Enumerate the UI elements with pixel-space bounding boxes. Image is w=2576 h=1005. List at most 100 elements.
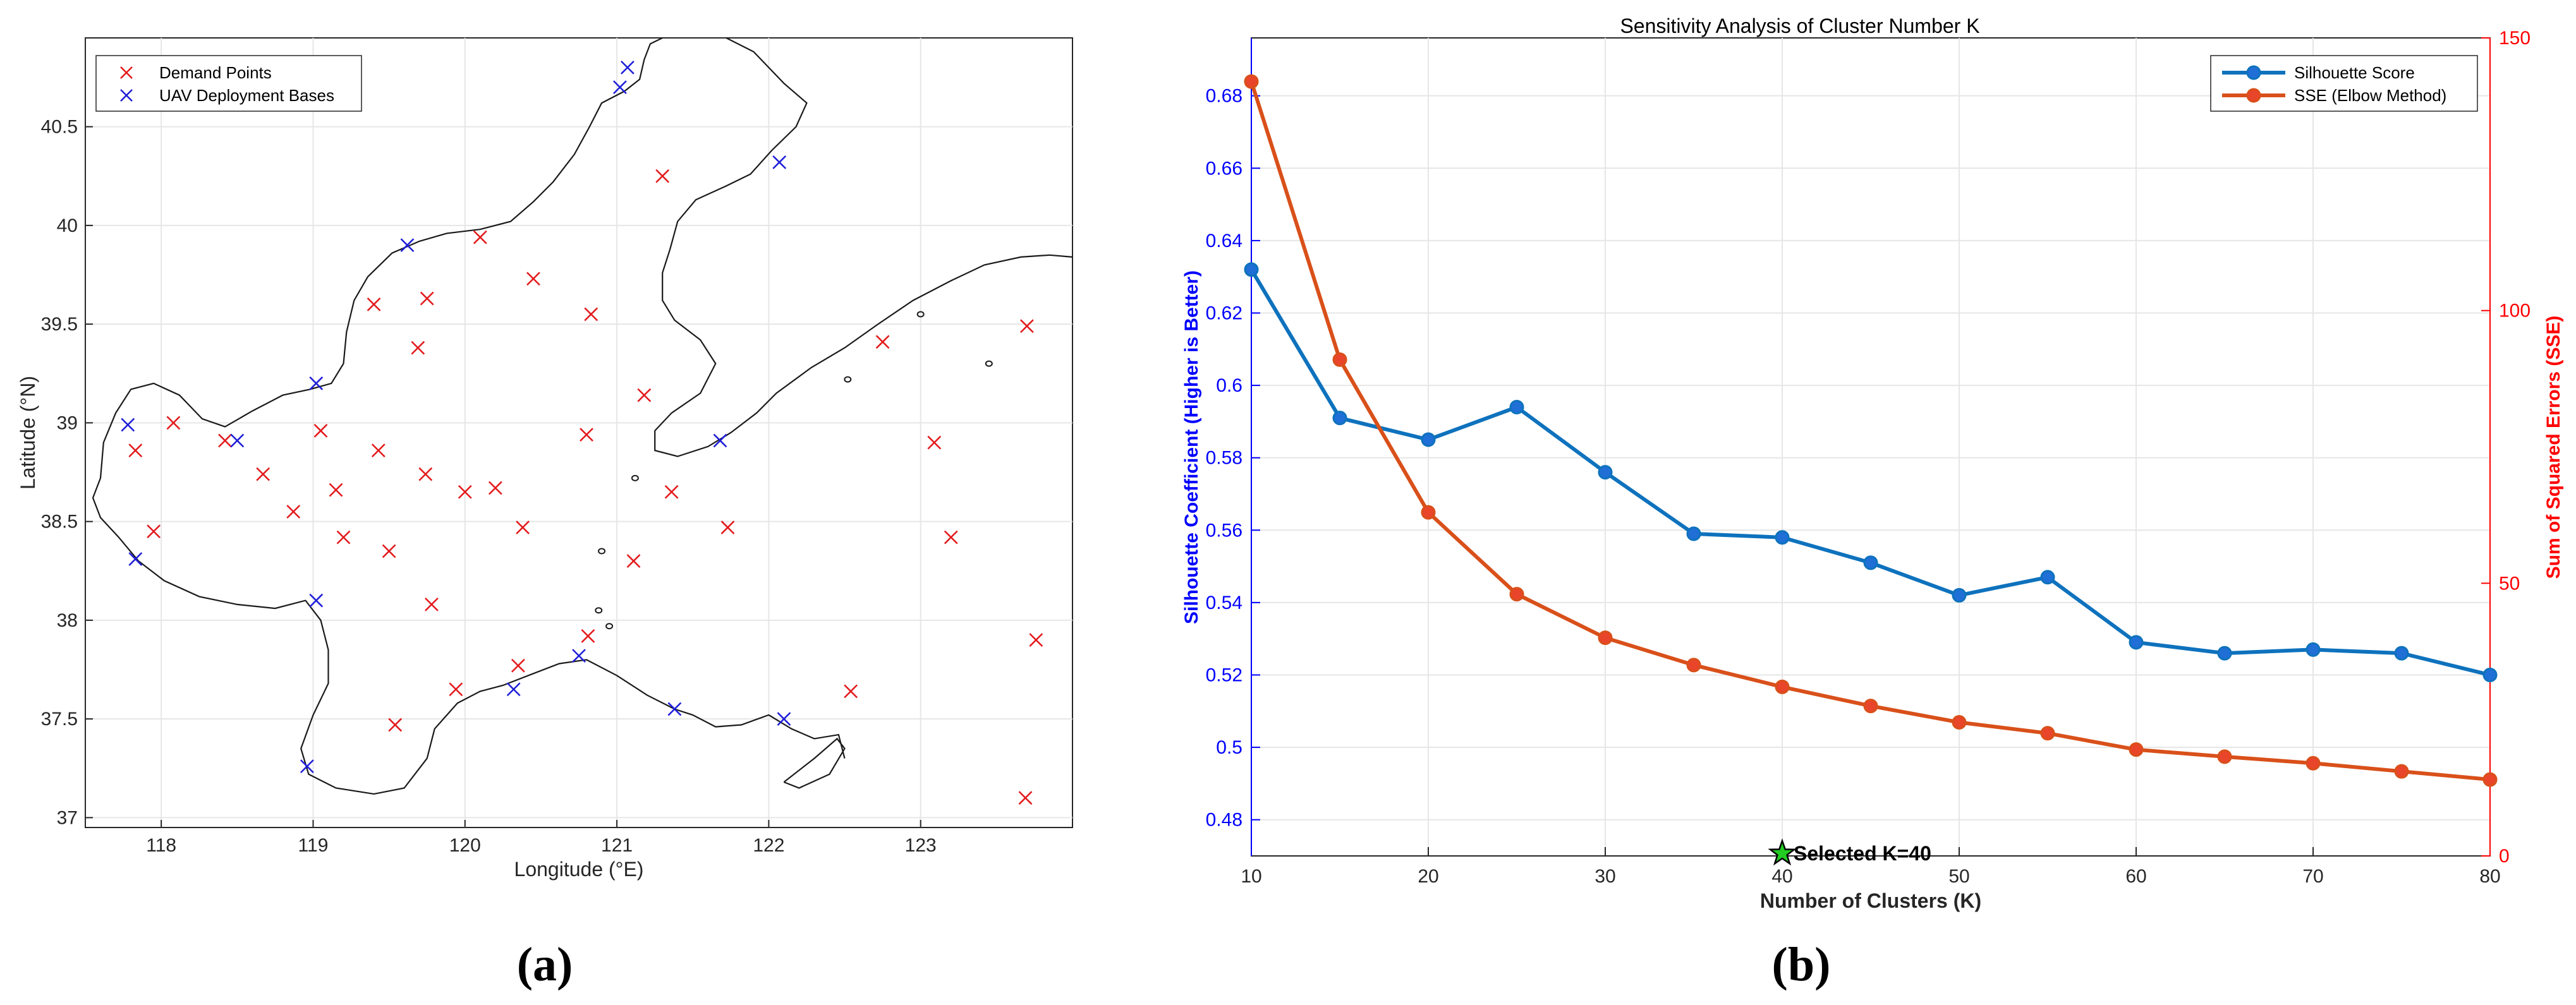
map-y-axis-label: Latitude (°N) bbox=[16, 376, 39, 490]
legend-bases-x bbox=[120, 89, 133, 102]
sse-point bbox=[1509, 587, 1524, 602]
chart-x-tick-label: 50 bbox=[1948, 866, 1969, 887]
legend-demand-marker bbox=[120, 66, 133, 79]
chart-x-tick-label: 70 bbox=[2302, 866, 2323, 887]
demand-point bbox=[473, 230, 487, 244]
sse-point bbox=[2394, 764, 2409, 779]
map-x-axis-label: Longitude (°E) bbox=[514, 858, 644, 881]
sse-point bbox=[2129, 742, 2144, 757]
silhouette-point bbox=[1775, 530, 1790, 545]
demand-point bbox=[720, 521, 735, 534]
uav-base-point bbox=[713, 433, 727, 448]
silhouette-point bbox=[2394, 646, 2409, 661]
chart-x-tick-label: 80 bbox=[2479, 866, 2500, 887]
demand-point bbox=[580, 428, 593, 442]
demand-point bbox=[388, 718, 403, 732]
map-y-tick-label: 37 bbox=[57, 807, 78, 828]
demand-point bbox=[420, 291, 434, 306]
silhouette-point bbox=[2482, 667, 2498, 682]
uav-base-point bbox=[572, 649, 586, 663]
demand-point bbox=[449, 682, 463, 697]
legend-sse-marker bbox=[2222, 88, 2285, 103]
chart-left-y-tick-label: 0.6 bbox=[1216, 375, 1242, 396]
sse-point bbox=[1686, 658, 1701, 673]
silhouette-point bbox=[2129, 635, 2144, 650]
uav-base-point bbox=[128, 552, 143, 566]
demand-point bbox=[637, 388, 652, 402]
chart-x-tick-label: 30 bbox=[1595, 866, 1615, 887]
map-x-tick-label: 119 bbox=[298, 835, 329, 856]
chart-left-y-tick-label: 0.62 bbox=[1206, 303, 1242, 323]
demand-point bbox=[927, 435, 942, 450]
sse-point bbox=[2040, 726, 2055, 741]
uav-base-point bbox=[772, 155, 787, 169]
map-y-tick-label: 40 bbox=[57, 215, 78, 236]
island-outline bbox=[631, 474, 639, 481]
chart-left-y-tick-label: 0.48 bbox=[1206, 810, 1242, 831]
panel-a-map: 118 119 120 121 122 123 37 37.5 38 38.5 39 39.5 40 4… bbox=[16, 37, 1073, 991]
panel-a-caption: (a) bbox=[517, 938, 573, 991]
island-outline bbox=[985, 360, 993, 367]
coastline-shandong-peninsula bbox=[783, 737, 846, 789]
map-x-ticks: 118 119 120 121 122 123 bbox=[146, 820, 937, 856]
silhouette-point bbox=[1598, 465, 1613, 480]
silhouette-point bbox=[1686, 526, 1701, 541]
coastline-liaodong-peninsula bbox=[654, 37, 1073, 457]
panel-b-caption: (b) bbox=[1772, 938, 1831, 991]
map-y-tick-label: 40.5 bbox=[41, 117, 78, 138]
silhouette-point bbox=[1509, 399, 1524, 414]
uav-base-point bbox=[612, 80, 627, 95]
legend-sse-dot bbox=[2246, 88, 2261, 103]
chart-left-y-tick-label: 0.64 bbox=[1206, 231, 1242, 251]
legend-silhouette-dot bbox=[2246, 65, 2261, 80]
map-y-tick-label: 39.5 bbox=[41, 314, 78, 335]
map-x-tick-label: 122 bbox=[753, 835, 784, 856]
chart-left-y-tick-label: 0.66 bbox=[1206, 158, 1242, 179]
demand-point bbox=[166, 416, 181, 430]
demand-point bbox=[511, 658, 525, 673]
sse-point bbox=[2482, 772, 2498, 787]
chart-left-y-tick-label: 0.68 bbox=[1206, 86, 1242, 107]
chart-x-axis-label: Number of Clusters (K) bbox=[1760, 889, 1981, 912]
silhouette-point bbox=[2217, 646, 2232, 661]
map-legend-box bbox=[95, 55, 362, 112]
demand-point bbox=[626, 554, 641, 569]
chart-left-y-tick-label: 0.56 bbox=[1206, 520, 1242, 541]
demand-point bbox=[329, 483, 343, 497]
uav-base-point bbox=[506, 682, 521, 697]
sse-point bbox=[2217, 749, 2232, 764]
chart-plot-area bbox=[1251, 37, 2491, 857]
demand-point bbox=[581, 629, 595, 643]
island-outline bbox=[605, 623, 614, 630]
chart-legend: Silhouette Score SSE (Elbow Method) bbox=[2210, 55, 2478, 112]
map-grid bbox=[85, 38, 1072, 827]
selected-k-annotation: Selected K=40 bbox=[1794, 842, 1931, 865]
panel-b-chart: Sensitivity Analysis of Cluster Number K… bbox=[1181, 15, 2564, 991]
sse-point bbox=[1332, 352, 1347, 367]
uav-base-point bbox=[777, 712, 791, 726]
coastline-mainland bbox=[92, 37, 846, 795]
chart-title: Sensitivity Analysis of Cluster Number K bbox=[1620, 15, 1979, 37]
demand-point bbox=[336, 530, 351, 545]
islands bbox=[595, 311, 993, 630]
demand-point bbox=[367, 297, 381, 311]
demand-point bbox=[1018, 791, 1033, 805]
legend-sse-label: SSE (Elbow Method) bbox=[2294, 86, 2446, 105]
map-x-tick-label: 123 bbox=[905, 835, 937, 856]
demand-point bbox=[371, 443, 386, 458]
sse-point bbox=[1244, 74, 1259, 89]
legend-silhouette-label: Silhouette Score bbox=[2294, 63, 2415, 82]
map-legend: Demand Points UAV Deployment Bases bbox=[95, 55, 362, 112]
chart-right-y-tick-label: 0 bbox=[2499, 846, 2510, 867]
demand-point bbox=[1029, 633, 1043, 647]
demand-point bbox=[944, 530, 958, 545]
chart-left-y-ticks: 0.48 0.5 0.52 0.54 0.56 0.58 0.6 0.62 0.64 0.66 0.… bbox=[1206, 86, 1260, 831]
island-outline bbox=[844, 376, 852, 383]
map-y-tick-label: 39 bbox=[57, 412, 78, 433]
uav-base-point bbox=[230, 433, 245, 448]
demand-point bbox=[286, 505, 301, 519]
silhouette-point bbox=[1952, 587, 1967, 603]
demand-point bbox=[313, 423, 328, 438]
selected-k-star-marker bbox=[1768, 838, 1797, 866]
chart-right-y-ticks: 0 50 100 150 bbox=[2481, 28, 2530, 867]
